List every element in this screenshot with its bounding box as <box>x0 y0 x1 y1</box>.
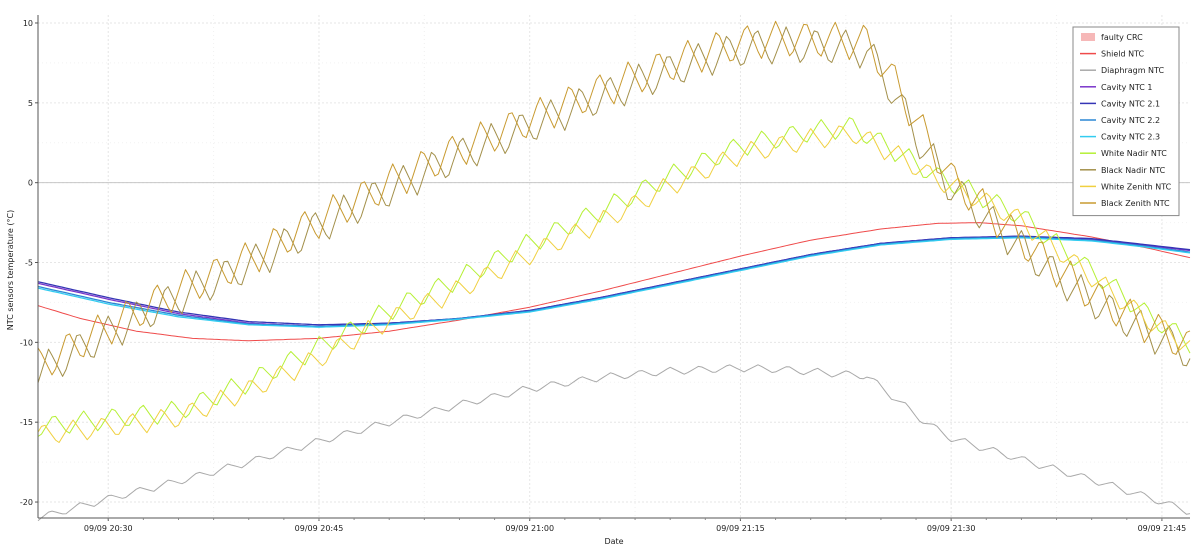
x-axis-title: Date <box>604 537 623 546</box>
series-line-cavity-ntc-2-2 <box>37 236 1191 328</box>
legend-item[interactable]: Black Nadir NTC <box>1080 166 1166 175</box>
tick-labels: 10 5 0 -5 -10 -15 -20 09/09 20:30 09/09 20:45 09/… <box>20 19 1186 533</box>
x-tick-label: 09/09 21:00 <box>505 524 554 533</box>
series-line-black-zenith-ntc <box>37 20 1191 376</box>
x-tick-label: 09/09 21:15 <box>716 524 765 533</box>
y-tick-label: -10 <box>20 338 33 347</box>
y-tick-label: -5 <box>25 259 33 268</box>
legend-item[interactable]: Shield NTC <box>1080 50 1145 59</box>
legend-label: Shield NTC <box>1101 50 1145 59</box>
legend-label: Cavity NTC 2.1 <box>1101 99 1160 108</box>
legend-item[interactable]: Diaphragm NTC <box>1080 66 1164 75</box>
legend-item[interactable]: Cavity NTC 2.1 <box>1080 99 1160 108</box>
y-tick-label: 10 <box>23 19 33 28</box>
series-line-white-zenith-ntc <box>37 125 1191 443</box>
legend-item[interactable]: Black Zenith NTC <box>1080 199 1170 208</box>
legend[interactable]: faulty CRC Shield NTC Diaphragm NTC Cavity … <box>1072 26 1180 217</box>
legend-item[interactable]: Cavity NTC 1 <box>1080 83 1152 92</box>
legend-item[interactable]: Cavity NTC 2.2 <box>1080 116 1160 125</box>
axes <box>37 15 1190 519</box>
y-axis-title: NTC sensors temperature (°C) <box>6 210 15 330</box>
series-line-diaphragm-ntc <box>37 364 1191 522</box>
y-tick-label: -15 <box>20 418 33 427</box>
series-layer <box>37 20 1191 522</box>
y-tick-label: 5 <box>28 99 33 108</box>
legend-label: White Zenith NTC <box>1101 182 1172 191</box>
series-line-white-nadir-ntc <box>37 117 1191 437</box>
legend-label: faulty CRC <box>1101 33 1143 42</box>
x-tick-label: 09/09 20:45 <box>295 524 344 533</box>
legend-box <box>1072 26 1180 217</box>
legend-label: White Nadir NTC <box>1101 149 1167 158</box>
legend-item[interactable]: Cavity NTC 2.3 <box>1080 133 1160 142</box>
y-tick-label: -20 <box>20 498 33 507</box>
series-line-cavity-ntc-2-3 <box>37 237 1191 328</box>
legend-swatch <box>1081 33 1095 41</box>
legend-item[interactable]: White Nadir NTC <box>1080 149 1167 158</box>
legend-label: Black Nadir NTC <box>1101 166 1166 175</box>
legend-item[interactable]: faulty CRC <box>1081 33 1143 42</box>
y-tick-label: 0 <box>28 179 33 188</box>
x-tick-label: 09/09 21:45 <box>1138 524 1187 533</box>
legend-label: Cavity NTC 2.3 <box>1101 133 1160 142</box>
legend-label: Diaphragm NTC <box>1101 66 1164 75</box>
legend-item[interactable]: White Zenith NTC <box>1080 182 1172 191</box>
legend-label: Cavity NTC 1 <box>1101 83 1152 92</box>
series-line-black-nadir-ntc <box>37 26 1191 384</box>
legend-label: Black Zenith NTC <box>1101 199 1170 208</box>
x-tick-label: 09/09 20:30 <box>84 524 133 533</box>
x-tick-label: 09/09 21:30 <box>927 524 976 533</box>
legend-label: Cavity NTC 2.2 <box>1101 116 1160 125</box>
